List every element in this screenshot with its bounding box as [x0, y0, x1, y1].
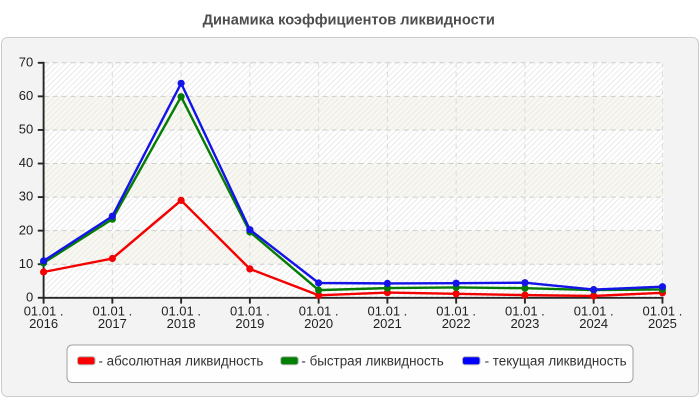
svg-text:2017: 2017 [98, 316, 127, 331]
svg-text:60: 60 [19, 88, 33, 103]
svg-text:2022: 2022 [442, 316, 471, 331]
svg-text:01.01 .: 01.01 . [505, 304, 545, 319]
svg-text:20: 20 [19, 222, 33, 237]
svg-text:30: 30 [19, 189, 33, 204]
svg-text:01.01 .: 01.01 . [161, 304, 201, 319]
svg-text:- быстрая ликвидность: - быстрая ликвидность [301, 353, 443, 368]
svg-text:2020: 2020 [304, 316, 333, 331]
svg-text:2023: 2023 [510, 316, 539, 331]
svg-text:2019: 2019 [235, 316, 264, 331]
svg-text:10: 10 [19, 256, 33, 271]
svg-text:40: 40 [19, 155, 33, 170]
svg-text:01.01 .: 01.01 . [24, 304, 64, 319]
svg-text:01.01 .: 01.01 . [92, 304, 132, 319]
svg-text:2024: 2024 [579, 316, 608, 331]
svg-text:01.01 .: 01.01 . [368, 304, 408, 319]
svg-text:01.01 .: 01.01 . [574, 304, 614, 319]
svg-text:2016: 2016 [29, 316, 58, 331]
svg-text:2025: 2025 [648, 316, 677, 331]
svg-text:70: 70 [19, 54, 33, 69]
svg-text:2021: 2021 [373, 316, 402, 331]
svg-text:0: 0 [26, 289, 33, 304]
svg-text:01.01 .: 01.01 . [436, 304, 476, 319]
svg-text:- текущая ликвидность: - текущая ликвидность [485, 353, 627, 368]
svg-text:01.01 .: 01.01 . [230, 304, 270, 319]
svg-text:- абсолютная ликвидность: - абсолютная ликвидность [99, 353, 264, 368]
svg-text:50: 50 [19, 122, 33, 137]
svg-text:2018: 2018 [167, 316, 196, 331]
svg-text:Динамика коэффициентов ликвидн: Динамика коэффициентов ликвидности [203, 13, 495, 29]
svg-text:01.01 .: 01.01 . [643, 304, 683, 319]
svg-text:01.01 .: 01.01 . [299, 304, 339, 319]
